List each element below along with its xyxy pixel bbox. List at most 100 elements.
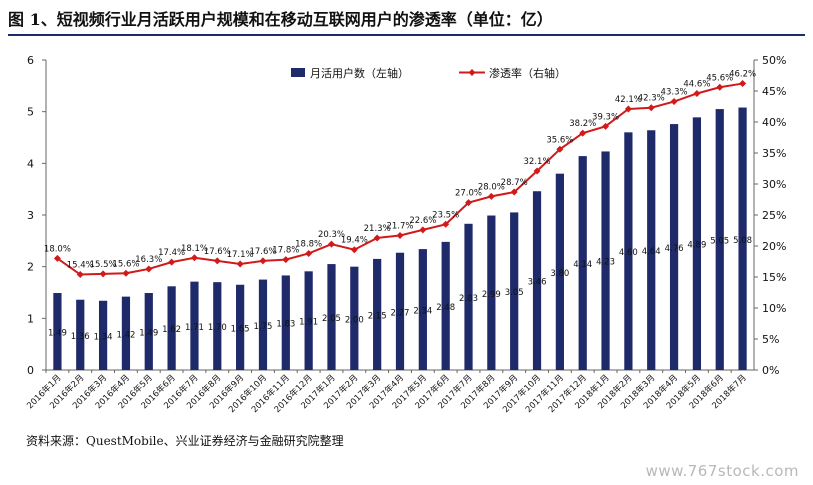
- bar-value-label: 1.49: [139, 329, 158, 339]
- bar-value-label: 1.70: [208, 323, 227, 333]
- left-tick-label: 0: [27, 364, 34, 377]
- bar-value-label: 3.05: [505, 288, 524, 298]
- bar-value-label: 4.89: [687, 241, 706, 251]
- line-point: [373, 234, 381, 242]
- bar: [213, 282, 222, 370]
- line-point: [487, 192, 495, 200]
- bar-value-label: 3.46: [528, 278, 547, 288]
- legend-bar-swatch: [291, 68, 305, 77]
- bar-series: [53, 107, 747, 371]
- bar-value-label: 1.42: [116, 330, 135, 340]
- line-point: [579, 129, 587, 137]
- bar-value-label: 1.36: [71, 332, 90, 342]
- bar: [555, 173, 564, 370]
- bar: [578, 156, 587, 370]
- line-value-label: 32.1%: [524, 157, 551, 167]
- bar-value-label: 2.05: [322, 314, 341, 324]
- line-point: [259, 257, 267, 265]
- bar-labels: 1.49 1.36 1.34 1.42 1.49 1.62 1.71 1.70 1.65 1.75…: [48, 236, 752, 343]
- line-series: [53, 80, 747, 279]
- bar: [441, 241, 450, 370]
- right-tick-label: 40%: [762, 116, 786, 129]
- bar: [624, 132, 633, 370]
- line-value-label: 42.1%: [615, 95, 642, 105]
- title-rule: [8, 34, 805, 36]
- line-value-label: 35.6%: [546, 135, 573, 145]
- line-point: [236, 260, 244, 268]
- line-value-label: 18.0%: [44, 244, 71, 254]
- bar: [327, 264, 336, 370]
- legend-line-marker: [468, 69, 476, 76]
- bar-value-label: 4.64: [642, 247, 661, 257]
- line-point: [419, 226, 427, 234]
- left-tick-label: 6: [27, 54, 34, 67]
- bar: [532, 191, 542, 370]
- line-point: [533, 167, 541, 175]
- bar-value-label: 4.76: [665, 244, 684, 254]
- line-point: [327, 240, 335, 248]
- line-point: [122, 269, 130, 277]
- line-point: [305, 249, 313, 257]
- line-labels: 18.0%15.4%15.5%15.6%16.3%17.4%18.1%17.6%…: [44, 70, 756, 271]
- bar-value-label: 3.80: [550, 269, 569, 279]
- legend: 月活用户数（左轴） 渗透率（右轴）: [291, 66, 566, 80]
- bar: [669, 124, 679, 370]
- right-tick-label: 25%: [762, 209, 786, 222]
- bar-value-label: 4.14: [573, 260, 592, 270]
- line-value-label: 15.4%: [67, 261, 94, 271]
- bar-value-label: 1.49: [48, 329, 67, 339]
- bar: [601, 151, 610, 370]
- right-tick-label: 5%: [762, 333, 779, 346]
- line-point: [602, 122, 610, 130]
- x-tick-labels: 2016年1月2016年2月2016年3月2016年4月2016年5月2016年…: [25, 370, 749, 415]
- bar: [53, 293, 62, 370]
- bar: [738, 107, 747, 371]
- line-value-label: 28.0%: [478, 182, 505, 192]
- line-point: [716, 83, 724, 91]
- line-point: [510, 188, 518, 196]
- bar-value-label: 1.62: [162, 325, 181, 335]
- line-value-label: 17.1%: [227, 250, 254, 260]
- line-point: [396, 231, 404, 239]
- right-tick-label: 0%: [762, 364, 779, 377]
- bar: [281, 275, 290, 370]
- left-tick-label: 2: [27, 261, 34, 274]
- line-point: [350, 246, 358, 254]
- line-point: [99, 270, 107, 278]
- line-point: [556, 145, 564, 153]
- bar-value-label: 2.34: [413, 307, 432, 317]
- line-point: [624, 105, 632, 113]
- bar-value-label: 1.83: [276, 320, 295, 330]
- line-value-label: 46.2%: [729, 70, 756, 80]
- bar-value-label: 2.83: [459, 294, 478, 304]
- bar-value-label: 1.75: [253, 322, 272, 332]
- line-value-label: 23.5%: [432, 210, 459, 220]
- source-note: 资料来源：QuestMobile、兴业证券经济与金融研究院整理: [26, 434, 344, 448]
- penetration-line: [56, 82, 743, 276]
- bar-value-label: 4.23: [596, 258, 615, 268]
- bar: [464, 223, 473, 370]
- bar: [418, 249, 427, 370]
- right-tick-label: 50%: [762, 54, 786, 67]
- bar: [692, 117, 702, 370]
- right-tick-label: 35%: [762, 147, 786, 160]
- bar-value-label: 1.71: [185, 323, 204, 333]
- line-value-label: 22.6%: [409, 216, 436, 226]
- line-point: [76, 271, 84, 279]
- bar-value-label: 5.08: [733, 236, 752, 246]
- bar: [98, 300, 108, 370]
- bar-value-label: 1.34: [94, 332, 113, 342]
- bar: [190, 281, 199, 370]
- right-tick-label: 15%: [762, 271, 786, 284]
- legend-bar-label: 月活用户数（左轴）: [310, 66, 409, 80]
- line-point: [168, 258, 176, 266]
- line-point: [670, 98, 678, 106]
- line-value-label: 20.3%: [318, 230, 345, 240]
- bar-value-label: 2.15: [368, 311, 387, 321]
- left-tick-label: 5: [27, 106, 34, 119]
- line-value-label: 17.6%: [204, 247, 231, 257]
- line-point: [739, 80, 747, 88]
- left-tick-label: 3: [27, 209, 34, 222]
- watermark: www.767stock.com: [645, 462, 799, 480]
- line-value-label: 38.2%: [569, 119, 596, 129]
